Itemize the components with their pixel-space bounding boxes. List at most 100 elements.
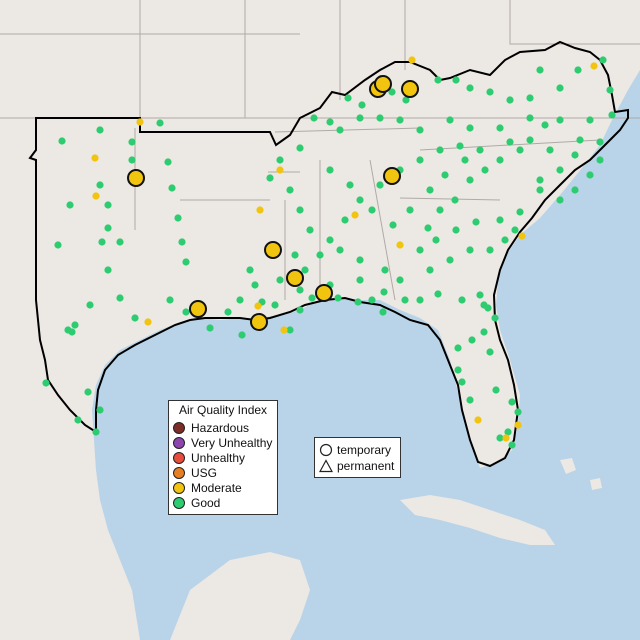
good-site-marker [456,142,464,150]
aqi-legend: Air Quality Index Hazardous Very Unhealt… [168,400,278,515]
good-site-marker [599,56,607,64]
moderate-site-marker [396,241,404,249]
good-site-marker [356,196,364,204]
good-site-marker [496,434,504,442]
good-site-marker [468,336,476,344]
permanent-label: permanent [337,458,395,473]
good-site-marker [238,331,246,339]
good-site-marker [164,158,172,166]
good-site-marker [402,96,410,104]
good-site-marker [426,266,434,274]
good-site-marker [58,137,66,145]
good-site-marker [508,441,516,449]
good-site-marker [451,196,459,204]
good-site-marker [516,146,524,154]
good-site-marker [368,206,376,214]
good-site-marker [406,206,414,214]
good-site-marker [156,119,164,127]
good-site-marker [286,326,294,334]
moderate-site-marker [518,232,526,240]
good-site-marker [306,226,314,234]
good-site-marker [336,246,344,254]
good-site-marker [379,308,387,316]
land-yucatan [170,552,310,640]
good-site-marker [182,308,190,316]
good-site-marker [396,116,404,124]
legend-item-permanent: permanent [319,458,394,473]
legend-label: Very Unhealthy [191,436,273,450]
good-site-marker [466,84,474,92]
good-site-marker [341,216,349,224]
good-site-marker [526,136,534,144]
legend-item-unhealthy: Unhealthy [173,451,245,465]
unhealthy-swatch-icon [173,452,185,464]
good-site-marker [116,238,124,246]
good-site-marker [291,251,299,259]
good-site-marker [326,166,334,174]
good-site-marker [92,428,100,436]
good-site-marker [310,114,318,122]
good-site-marker [426,186,434,194]
good-site-marker [301,266,309,274]
legend-label: USG [191,466,218,480]
good-site-marker [356,276,364,284]
good-site-marker [376,181,384,189]
legend-label: Hazardous [191,421,250,435]
good-site-marker [334,294,342,302]
good-site-marker [380,288,388,296]
good-site-marker [86,301,94,309]
good-site-marker [536,176,544,184]
good-site-marker [571,186,579,194]
good-site-marker [446,256,454,264]
good-site-marker [358,101,366,109]
moderate-site-marker [144,318,152,326]
good-site-marker [168,184,176,192]
good-site-marker [556,116,564,124]
moderate-temporary-site-marker [374,75,392,93]
good-site-marker [416,246,424,254]
good-site-marker [296,286,304,294]
moderate-temporary-site-marker [250,313,268,331]
good-site-marker [96,406,104,414]
moderate-site-marker [276,166,284,174]
moderate-temporary-site-marker [401,80,419,98]
good-site-marker [541,121,549,129]
good-site-marker [356,114,364,122]
good-site-marker [424,224,432,232]
good-site-marker [436,146,444,154]
good-site-marker [454,366,462,374]
good-site-marker [326,118,334,126]
good-site-marker [432,236,440,244]
good-site-marker [606,86,614,94]
good-site-marker [42,379,50,387]
good-site-marker [486,246,494,254]
moderate-site-marker [91,154,99,162]
moderate-site-marker [408,56,416,64]
good-site-marker [96,126,104,134]
very-unhealthy-swatch-icon [173,437,185,449]
good-site-marker [206,324,214,332]
good-site-marker [506,96,514,104]
good-site-marker [452,226,460,234]
good-site-marker [536,186,544,194]
legend-label: Good [191,496,221,510]
moderate-temporary-site-marker [286,269,304,287]
moderate-temporary-site-marker [315,284,333,302]
legend-item-hazardous: Hazardous [173,421,249,435]
good-site-marker [389,221,397,229]
good-site-marker [296,144,304,152]
good-site-marker [466,246,474,254]
good-site-marker [480,301,488,309]
good-site-marker [104,266,112,274]
good-site-marker [458,378,466,386]
good-site-marker [131,314,139,322]
good-site-marker [461,156,469,164]
moderate-site-marker [351,211,359,219]
hazardous-swatch-icon [173,422,185,434]
good-site-marker [466,176,474,184]
good-site-marker [466,396,474,404]
good-site-marker [496,216,504,224]
good-site-marker [344,94,352,102]
good-site-marker [446,116,454,124]
good-site-marker [608,111,616,119]
